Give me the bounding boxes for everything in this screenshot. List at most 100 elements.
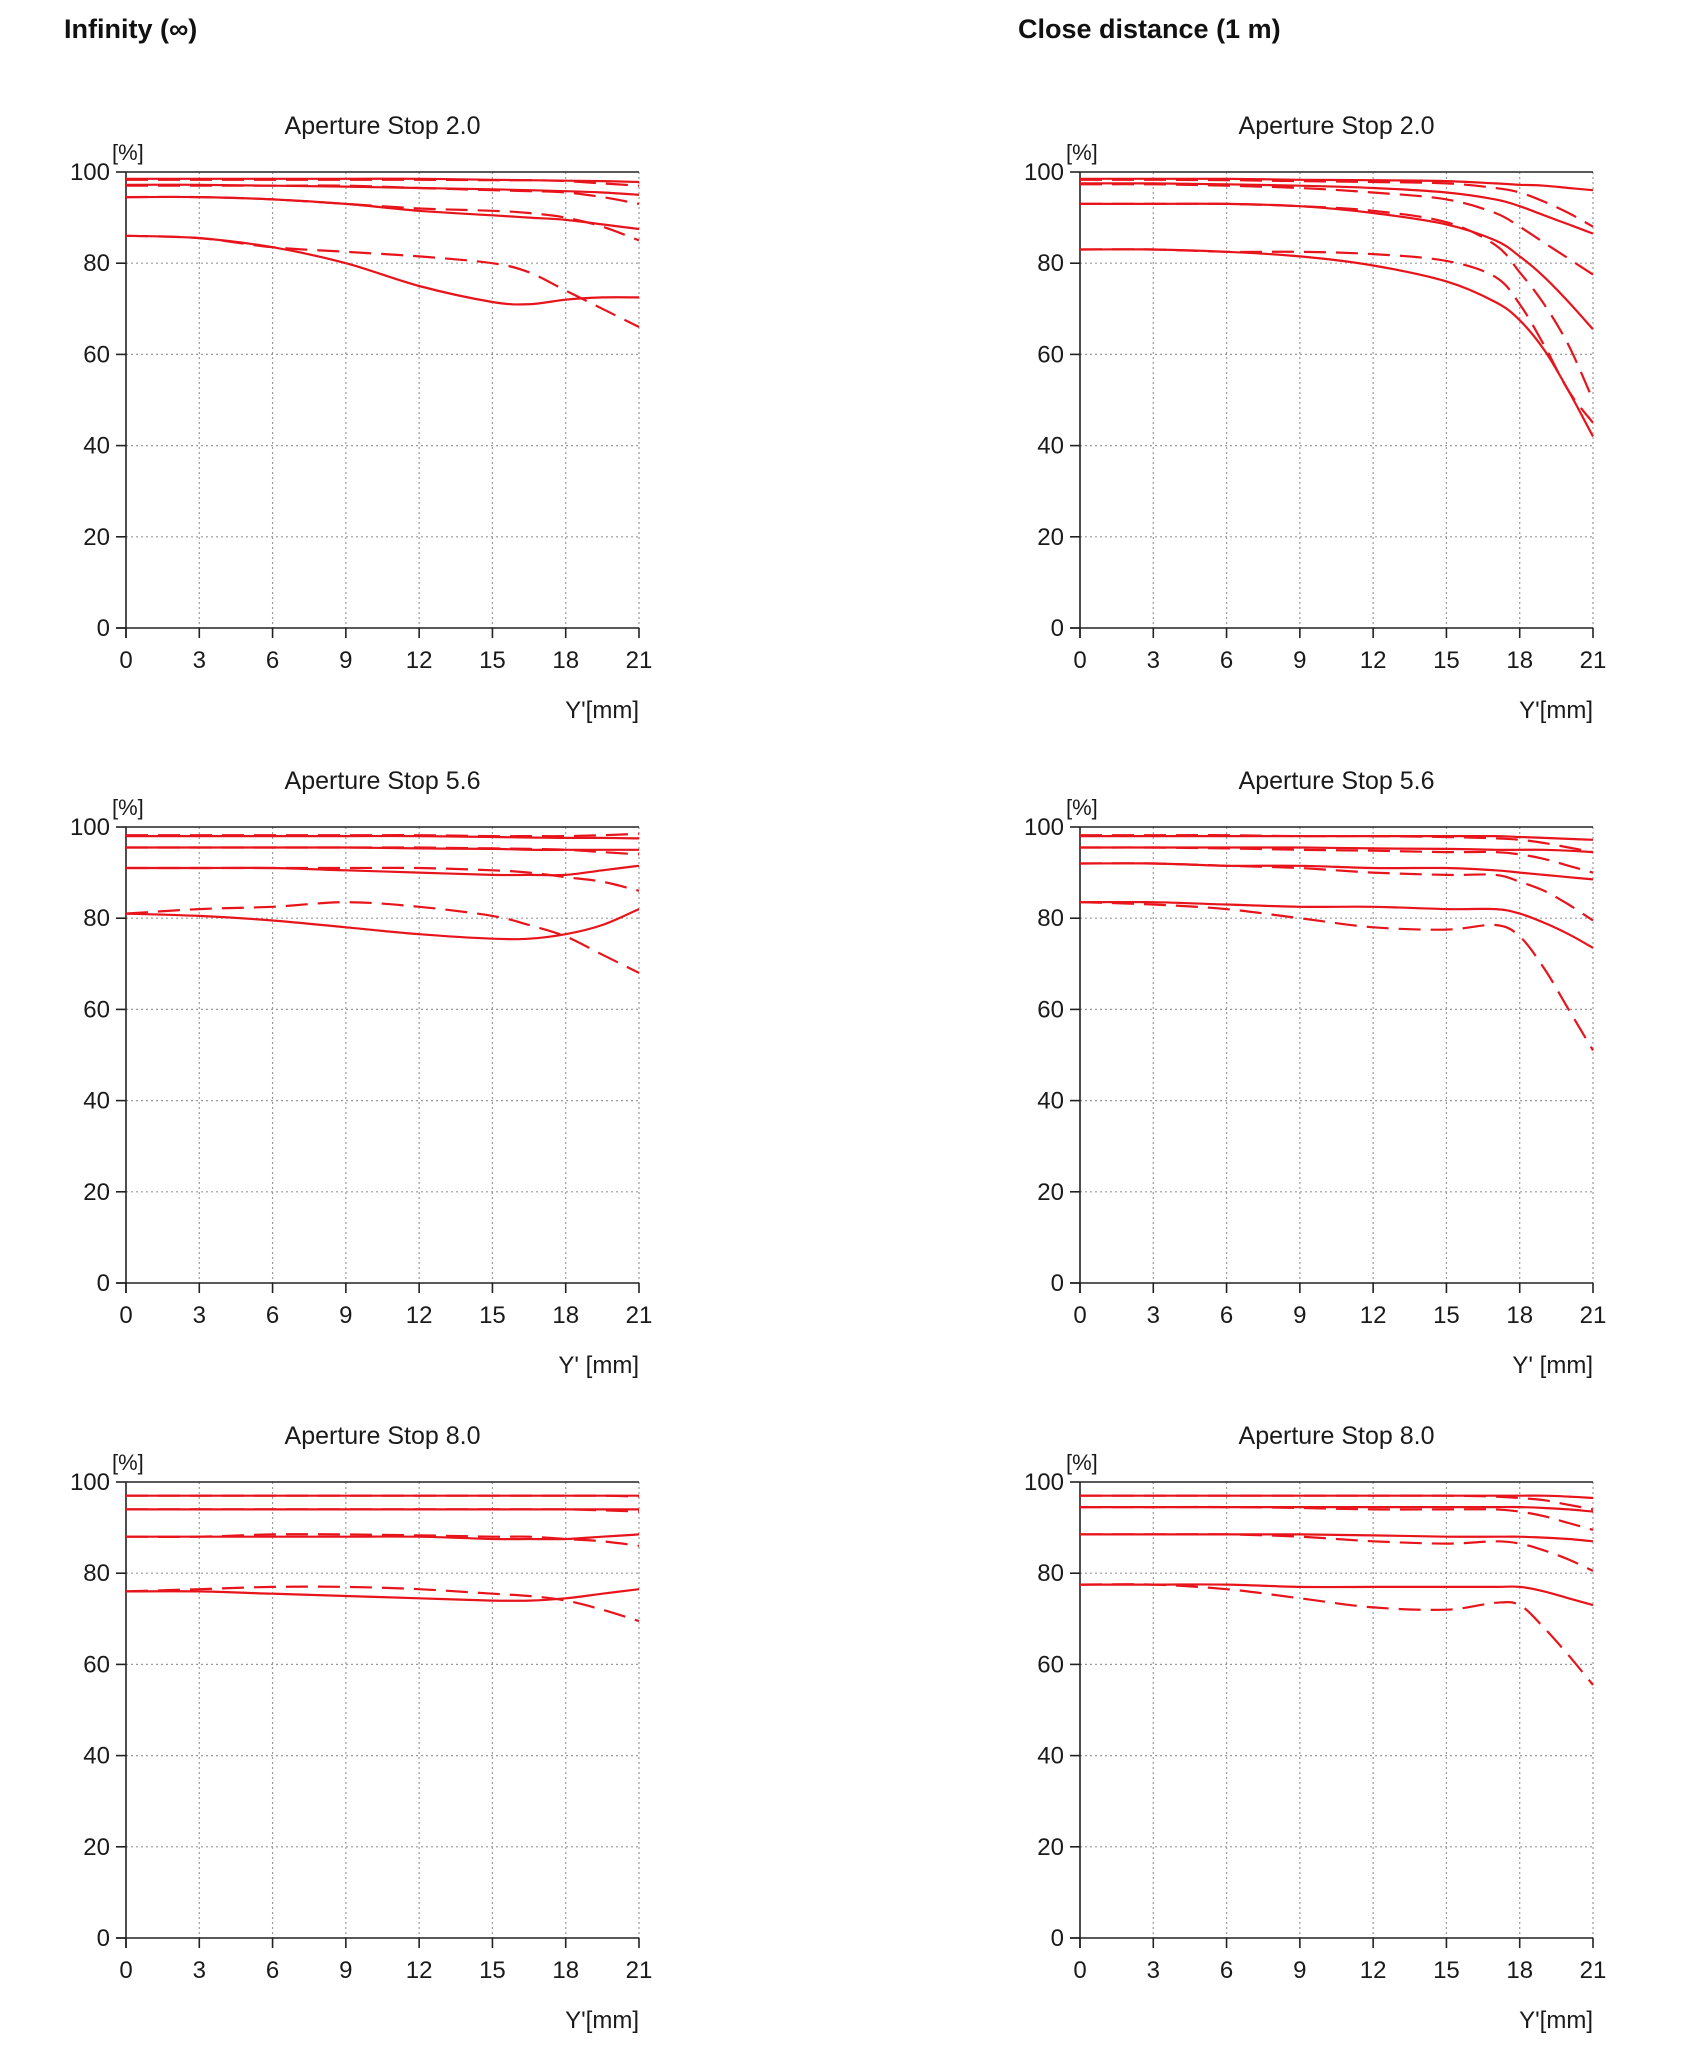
mtf-curve-solid xyxy=(1079,846,1594,854)
y-tick-label: 80 xyxy=(83,250,110,277)
mtf-curve-dashed xyxy=(125,1533,640,1547)
x-tick-label: 9 xyxy=(1293,647,1306,674)
x-tick-label: 6 xyxy=(266,1957,279,1984)
mtf-chart: Aperture Stop 8.0 [%] 0 20 40 60 80 100 0 3 6 9 12 15… xyxy=(70,1422,653,2034)
mtf-chart: Aperture Stop 8.0 [%] 0 20 40 60 80 100 0 3 6 9 12 15… xyxy=(1024,1422,1607,2034)
y-tick-label: 40 xyxy=(1037,1743,1064,1770)
x-tick-label: 3 xyxy=(1147,1957,1160,1984)
x-tick-label: 9 xyxy=(1293,1957,1306,1984)
x-tick-label: 6 xyxy=(266,647,279,674)
x-tick-label: 6 xyxy=(1220,1957,1233,1984)
mtf-curve-solid xyxy=(125,234,640,306)
x-tick-label: 21 xyxy=(626,1302,653,1329)
y-tick-label: 20 xyxy=(83,524,110,551)
mtf-curve-dashed xyxy=(1079,183,1594,276)
y-unit-label: [%] xyxy=(1066,140,1098,165)
x-tick-label: 0 xyxy=(1073,1957,1086,1984)
x-tick-label: 3 xyxy=(193,647,206,674)
y-tick-label: 20 xyxy=(1037,1834,1064,1861)
x-axis-label: Y'[mm] xyxy=(1519,2007,1593,2034)
y-tick-label: 80 xyxy=(83,1560,110,1587)
x-tick-label: 0 xyxy=(119,1957,132,1984)
mtf-curve-dashed xyxy=(1079,862,1594,922)
y-tick-label: 60 xyxy=(1037,996,1064,1023)
x-tick-label: 15 xyxy=(479,1302,506,1329)
mtf-curve-solid xyxy=(1079,182,1594,235)
mtf-curve-dashed xyxy=(1080,834,1594,854)
x-axis-label: Y'[mm] xyxy=(1519,697,1593,724)
y-tick-label: 100 xyxy=(1024,814,1064,841)
y-unit-label: [%] xyxy=(112,1450,144,1475)
x-tick-label: 21 xyxy=(1580,1302,1607,1329)
x-tick-label: 3 xyxy=(1147,1302,1160,1329)
mtf-curve-dashed xyxy=(1080,1505,1594,1531)
x-tick-label: 15 xyxy=(1433,647,1460,674)
mtf-curve-dashed xyxy=(1079,178,1594,228)
x-tick-label: 6 xyxy=(1220,647,1233,674)
x-tick-label: 12 xyxy=(1360,1957,1387,1984)
x-tick-label: 15 xyxy=(479,647,506,674)
x-tick-label: 0 xyxy=(119,1302,132,1329)
mtf-curve-solid xyxy=(1080,1505,1594,1513)
mtf-curve-dashed xyxy=(125,184,640,205)
x-tick-label: 6 xyxy=(1220,1302,1233,1329)
y-tick-label: 100 xyxy=(1024,159,1064,186)
x-tick-label: 9 xyxy=(339,1302,352,1329)
x-axis-label: Y'[mm] xyxy=(565,697,639,724)
x-tick-label: 15 xyxy=(479,1957,506,1984)
y-tick-label: 0 xyxy=(1051,615,1064,642)
x-tick-label: 15 xyxy=(1433,1957,1460,1984)
x-tick-label: 21 xyxy=(626,647,653,674)
mtf-curve-solid xyxy=(125,1588,640,1602)
x-axis-label: Y' [mm] xyxy=(558,1352,639,1379)
y-tick-label: 20 xyxy=(83,1834,110,1861)
y-unit-label: [%] xyxy=(112,795,144,820)
x-tick-label: 21 xyxy=(1580,1957,1607,1984)
mtf-curve-dashed xyxy=(125,234,640,328)
mtf-curve-solid xyxy=(1079,862,1594,881)
y-tick-label: 60 xyxy=(83,996,110,1023)
y-tick-label: 100 xyxy=(70,1469,110,1496)
x-tick-label: 18 xyxy=(1506,1302,1533,1329)
mtf-curve-dashed xyxy=(125,1585,640,1623)
x-tick-label: 0 xyxy=(1073,1302,1086,1329)
x-tick-label: 21 xyxy=(626,1957,653,1984)
x-tick-label: 12 xyxy=(406,647,433,674)
mtf-curve-dashed xyxy=(1080,1533,1594,1572)
mtf-chart: Aperture Stop 5.6 [%] 0 20 40 60 80 100 0 3 6 9 12 15… xyxy=(70,767,653,1379)
chart-title: Aperture Stop 8.0 xyxy=(1239,1422,1435,1450)
y-tick-label: 40 xyxy=(1037,1088,1064,1115)
x-tick-label: 0 xyxy=(119,647,132,674)
y-tick-label: 40 xyxy=(83,1088,110,1115)
chart-title: Aperture Stop 5.6 xyxy=(1239,767,1435,795)
y-tick-label: 80 xyxy=(1037,905,1064,932)
mtf-curve-dashed xyxy=(1079,202,1595,401)
x-tick-label: 18 xyxy=(1506,1957,1533,1984)
x-tick-label: 21 xyxy=(1580,647,1607,674)
x-tick-label: 12 xyxy=(1360,1302,1387,1329)
x-tick-label: 3 xyxy=(193,1957,206,1984)
y-tick-label: 40 xyxy=(83,433,110,460)
x-tick-label: 18 xyxy=(552,647,579,674)
y-tick-label: 0 xyxy=(1051,1925,1064,1952)
y-tick-label: 40 xyxy=(1037,433,1064,460)
y-tick-label: 0 xyxy=(97,615,110,642)
mtf-curve-solid xyxy=(1080,1583,1594,1607)
y-unit-label: [%] xyxy=(112,140,144,165)
mtf-curve-dashed xyxy=(1079,248,1594,424)
y-tick-label: 100 xyxy=(70,159,110,186)
x-tick-label: 3 xyxy=(1147,647,1160,674)
mtf-curve-dashed xyxy=(1079,1583,1594,1686)
x-tick-label: 12 xyxy=(1360,647,1387,674)
y-tick-label: 20 xyxy=(83,1179,110,1206)
y-tick-label: 60 xyxy=(83,341,110,368)
mtf-curve-dashed xyxy=(125,901,640,974)
mtf-curve-dashed xyxy=(1079,1494,1594,1511)
mtf-chart: Aperture Stop 2.0 [%] 0 20 40 60 80 100 0 3 6 9 12 15… xyxy=(1024,112,1607,724)
infinity-heading: Infinity (∞) xyxy=(64,14,198,44)
mtf-curve-solid xyxy=(1079,202,1594,331)
chart-title: Aperture Stop 8.0 xyxy=(285,1422,481,1450)
mtf-curve-dashed xyxy=(126,866,640,892)
mtf-chart: Aperture Stop 5.6 [%] 0 20 40 60 80 100 0 3 6 9 12 15… xyxy=(1024,767,1607,1379)
mtf-curve-dashed xyxy=(126,832,640,838)
